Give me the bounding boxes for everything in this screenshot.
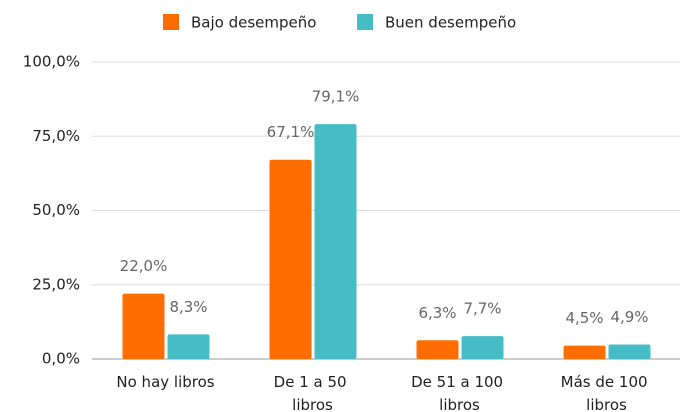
y-tick-label: 50,0% <box>32 201 80 219</box>
legend-swatch <box>357 14 373 30</box>
bar <box>608 344 651 359</box>
legend-label: Buen desempeño <box>385 14 516 32</box>
value-label: 4,9% <box>610 308 648 326</box>
y-tick-label: 100,0% <box>23 53 80 71</box>
value-label: 4,5% <box>565 309 603 327</box>
bar <box>461 336 504 359</box>
bar <box>416 340 459 359</box>
bar <box>167 334 210 359</box>
x-tick-label: Más de 100 libros <box>561 373 653 412</box>
legend-swatch <box>163 14 179 30</box>
y-tick-label: 75,0% <box>32 127 80 145</box>
y-tick-label: 25,0% <box>32 275 80 293</box>
bar <box>563 345 606 359</box>
x-tick-label: No hay libros <box>116 373 214 391</box>
bar <box>314 124 357 359</box>
legend-label: Bajo desempeño <box>191 14 316 32</box>
x-tick-label: De 51 a 100 libros <box>411 373 508 412</box>
value-label: 7,7% <box>463 300 501 318</box>
value-label: 8,3% <box>169 298 207 316</box>
value-label: 67,1% <box>267 123 315 141</box>
bar <box>269 159 312 359</box>
y-tick-label: 0,0% <box>42 350 80 368</box>
bar <box>122 293 165 359</box>
value-label: 79,1% <box>312 88 360 106</box>
value-label: 6,3% <box>418 304 456 322</box>
x-tick-label: De 1 a 50 libros <box>274 373 352 412</box>
value-label: 22,0% <box>120 257 168 275</box>
